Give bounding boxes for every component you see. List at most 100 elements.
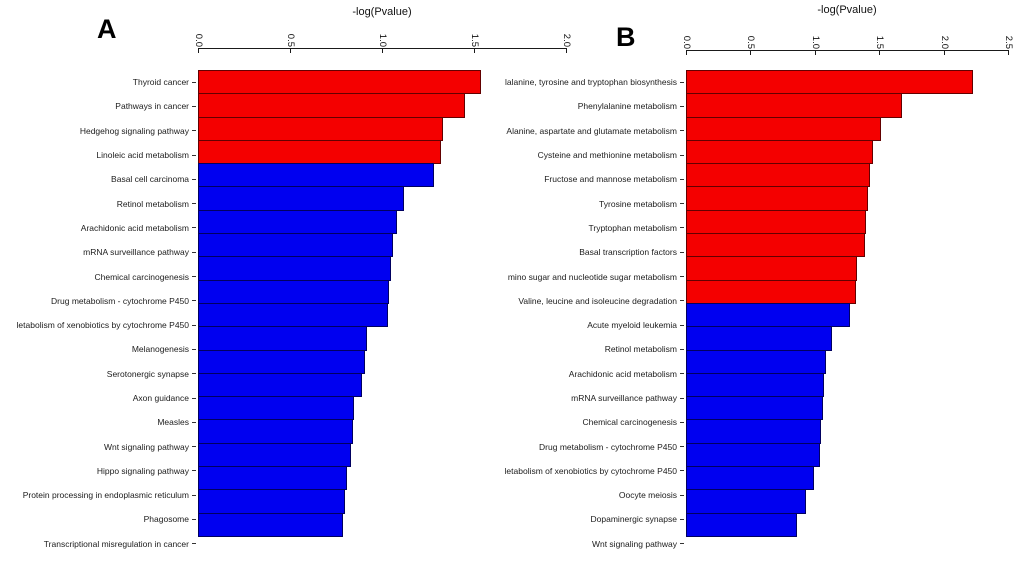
x-axis-tick-label: 0.5 [745, 35, 757, 49]
category-tick-icon [192, 494, 196, 496]
x-axis-tick [879, 50, 881, 55]
x-axis-tick-label: 1.0 [809, 35, 821, 49]
bar-blue [198, 466, 347, 491]
x-axis-tick-label: 1.5 [469, 33, 480, 47]
category-label-text: Chemical carcinogenesis [94, 271, 190, 282]
bar-red [686, 209, 867, 235]
category-label-text: Phagosome [143, 514, 189, 525]
bar-blue [686, 396, 823, 421]
category-label-text: Phenylalanine metabolism [577, 101, 677, 112]
x-axis-tick-label: 1.0 [377, 33, 388, 47]
category-tick-icon [680, 300, 684, 302]
bar-red [198, 93, 465, 118]
category-tick-icon [680, 494, 684, 496]
category-label-text: lalanine, tyrosine and tryptophan biosyn… [505, 77, 677, 88]
category-label: Chemical carcinogenesis [510, 410, 684, 434]
panel-b-letter: B [616, 22, 636, 52]
bar-red [686, 186, 868, 211]
bar-red [686, 70, 974, 95]
x-axis-tick-label: 1.5 [874, 35, 886, 49]
bar-blue [686, 512, 797, 537]
bar-blue [686, 349, 827, 374]
category-tick-icon [192, 518, 196, 520]
category-tick-icon [680, 446, 684, 448]
category-tick-icon [192, 227, 196, 229]
category-tick-icon [680, 543, 684, 545]
category-tick-icon [192, 154, 196, 156]
category-label-text: Basal transcription factors [579, 247, 677, 258]
category-label: mRNA surveillance pathway [0, 240, 196, 264]
category-label: Tryptophan metabolism [510, 216, 684, 240]
bar-red [686, 256, 858, 281]
category-tick-icon [680, 470, 684, 472]
x-axis-tick [1008, 50, 1009, 55]
category-label-text: Linoleic acid metabolism [96, 150, 189, 161]
category-tick-icon [192, 178, 196, 180]
category-tick-icon [192, 251, 196, 253]
category-label: Hedgehog signaling pathway [0, 119, 196, 143]
category-tick-icon [680, 518, 684, 520]
category-tick-icon [680, 227, 684, 229]
category-label-text: Retinol metabolism [604, 344, 677, 355]
category-label-text: mRNA surveillance pathway [83, 247, 189, 258]
category-label: Valine, leucine and isoleucine degradati… [510, 289, 684, 313]
panel-b: B -log(Pvalue) 0.0 0.5 1.0 1.5 2.0 2.5 lalanin… [505, 0, 1020, 576]
category-tick-icon [192, 130, 196, 132]
category-label: Transcriptional misregulation in cancer [0, 532, 196, 556]
category-label: Chemical carcinogenesis [0, 264, 196, 288]
bar-blue [686, 419, 822, 444]
category-label: Arachidonic acid metabolism [510, 362, 684, 386]
bar-red [686, 279, 856, 304]
category-label-text: Basal cell carcinoma [111, 174, 189, 185]
panel-a-axis-title: -log(Pvalue) [352, 6, 412, 18]
category-label: Melanogenesis [0, 337, 196, 361]
bars [198, 70, 482, 537]
category-label: Basal cell carcinoma [0, 167, 196, 191]
category-label-text: Melanogenesis [131, 344, 189, 355]
x-axis-tick [198, 48, 199, 53]
category-tick-icon [680, 130, 684, 132]
category-tick-icon [680, 373, 684, 375]
x-axis-tick [382, 48, 383, 53]
category-label: Phenylalanine metabolism [510, 94, 684, 118]
category-label-text: Arachidonic acid metabolism [80, 222, 189, 233]
bar-blue [198, 186, 405, 211]
bar-blue [198, 489, 346, 514]
category-tick-icon [192, 81, 196, 83]
category-label-text: Chemical carcinogenesis [582, 417, 678, 428]
bar-blue [198, 512, 344, 537]
category-label-text: Cysteine and methionine metabolism [537, 150, 677, 161]
category-label-text: Tyrosine metabolism [599, 198, 677, 209]
bar-blue [686, 489, 806, 514]
category-tick-icon [680, 324, 684, 326]
category-label: Wnt signaling pathway [0, 434, 196, 458]
category-label: mino sugar and nucleotide sugar metaboli… [508, 264, 684, 288]
category-label-text: Oocyte meiosis [618, 490, 677, 501]
bars [686, 70, 974, 537]
category-label: lalanine, tyrosine and tryptophan biosyn… [505, 70, 684, 94]
category-label-text: Valine, leucine and isoleucine degradati… [518, 295, 677, 306]
category-tick-icon [192, 543, 196, 545]
category-label-text: Measles [157, 417, 189, 428]
bar-blue [198, 442, 351, 468]
category-label: mRNA surveillance pathway [510, 386, 684, 410]
category-label: Measles [0, 410, 196, 434]
category-label: Axon guidance [0, 386, 196, 410]
x-axis-tick-label: 0.0 [681, 35, 692, 49]
category-tick-icon [192, 421, 196, 423]
category-tick-icon [680, 276, 684, 278]
category-label-text: Acute myeloid leukemia [587, 320, 677, 331]
category-tick-icon [192, 203, 196, 205]
bar-blue [198, 349, 366, 374]
category-label: Hippo signaling pathway [0, 459, 196, 483]
category-tick-icon [192, 397, 196, 399]
category-label-text: Drug metabolism - cytochrome P450 [539, 441, 677, 452]
category-label: Oocyte meiosis [510, 483, 684, 507]
x-axis-tick-label: 0.0 [193, 33, 204, 47]
category-label-text: Axon guidance [132, 393, 189, 403]
category-tick-icon [192, 105, 196, 107]
category-tick-icon [680, 348, 684, 350]
category-label: Acute myeloid leukemia [510, 313, 684, 337]
x-axis-tick [566, 48, 567, 53]
